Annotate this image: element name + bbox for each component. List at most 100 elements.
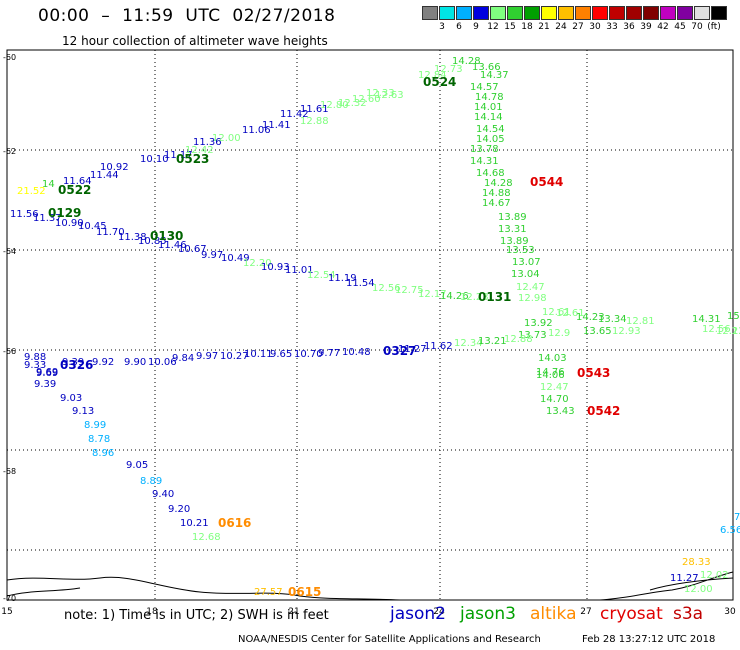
wave-height-value: 12.60 [352, 94, 381, 105]
wave-height-value: 11.01 [285, 265, 314, 276]
wave-height-value: 12.93 [612, 326, 641, 337]
wave-height-value: 13.66 [472, 62, 501, 73]
wave-height-value: 13.21 [478, 336, 507, 347]
wave-height-value: 13.04 [511, 269, 540, 280]
track-id-label: 0524 [423, 75, 456, 89]
wave-height-value: 27.57 [254, 587, 283, 598]
wave-height-value: 9.84 [172, 353, 194, 364]
wave-height-value: 9.39 [34, 379, 56, 390]
wave-height-value: 9.69 [36, 368, 58, 379]
wave-height-value: 12.84 [418, 70, 447, 81]
wave-height-value: 14.23 [576, 312, 605, 323]
track-id-label: 0543 [577, 366, 610, 380]
wave-height-value: 15. [727, 311, 740, 322]
wave-height-value: 11.61 [300, 104, 329, 115]
wave-height-value: 12.61 [542, 307, 571, 318]
wave-height-value: 12.61 [556, 308, 585, 319]
x-tick-label: 21 [288, 607, 299, 617]
wave-height-value: 21.52 [17, 186, 46, 197]
wave-height-value: 11.27 [670, 573, 699, 584]
legend-s3a: s3a [673, 604, 704, 624]
y-tick-label: -70 [3, 594, 16, 603]
wave-height-value: 14.88 [482, 188, 511, 199]
wave-height-value: 12.54 [307, 270, 336, 281]
wave-height-value: 11.62 [424, 341, 453, 352]
footer-credit: NOAA/NESDIS Center for Satellite Applica… [238, 634, 541, 645]
x-tick-label: 18 [146, 607, 158, 617]
wave-height-value: 9.92 [92, 357, 114, 368]
wave-height-value: 14.28 [452, 56, 481, 67]
legend-jason3: jason3 [460, 604, 516, 624]
wave-height-value: 13.43 [546, 406, 575, 417]
wave-height-value: 8.99 [84, 420, 106, 431]
wave-height-value: 13.92 [524, 318, 553, 329]
wave-height-value: 14.06 [536, 370, 565, 381]
wave-height-value: 13.34 [598, 314, 627, 325]
wave-height-value: 10.92 [100, 162, 129, 173]
wave-height-value: 8.78 [88, 434, 110, 445]
wave-height-value: 9.03 [60, 393, 82, 404]
color-scale-label: 36 [623, 22, 635, 32]
wave-height-value: 14.37 [480, 70, 509, 81]
map-frame [6, 49, 734, 601]
color-scale-label: 21 [538, 22, 550, 32]
color-scale-label: 70 [691, 22, 703, 32]
y-tick-label: -64 [3, 247, 16, 256]
legend-altika: altika [530, 604, 577, 624]
color-scale-label: 3 [439, 22, 445, 32]
legend-cryosat: cryosat [600, 604, 663, 624]
wave-height-value: 14.70 [540, 394, 569, 405]
wave-height-value: 11.46 [158, 240, 187, 251]
wave-height-value: 13.31 [498, 224, 527, 235]
footer-timestamp: Feb 28 13:27:12 UTC 2018 [582, 634, 716, 645]
wave-height-value: 11.37 [33, 213, 62, 224]
wave-height-value: 14.76 [536, 367, 565, 378]
y-tick-label: -68 [3, 467, 16, 476]
color-swatch [609, 6, 625, 20]
color-swatch [439, 6, 455, 20]
wave-height-value: 13.53 [506, 245, 535, 256]
color-scale-label: 45 [674, 22, 686, 32]
wave-height-value: 12.88 [300, 116, 329, 127]
map-subtitle: 12 hour collection of altimeter wave hei… [62, 34, 328, 48]
color-scale-label: 30 [589, 22, 601, 32]
color-swatch [473, 6, 489, 20]
wave-height-value: 9.90 [124, 357, 146, 368]
wave-height-value: 11.27 [398, 344, 427, 355]
wave-height-value: 11.17 [164, 150, 193, 161]
wave-height-value: 10.11 [244, 349, 273, 360]
wave-height-value: 9.33 [24, 360, 46, 371]
wave-height-value: 9.40 [152, 489, 174, 500]
wave-height-value: 28.33 [682, 557, 711, 568]
wave-height-value: 11.38 [118, 232, 147, 243]
wave-height-value: 12.2 [732, 326, 740, 337]
wave-height-value: 6.56 [720, 525, 740, 536]
color-scale-label: 15 [504, 22, 516, 32]
wave-height-value: 12.47 [540, 382, 569, 393]
wave-height-value: 12.33 [366, 88, 395, 99]
wave-height-value: 12.23 [460, 292, 489, 303]
wave-height-value: 14.67 [482, 198, 511, 209]
wave-height-value: 13.73 [518, 330, 547, 341]
wave-height-value: 14.14 [474, 112, 503, 123]
wave-height-value: 14 [42, 179, 55, 190]
wave-height-value: 12.80 [320, 100, 349, 111]
x-tick-label: 15 [1, 607, 12, 617]
wave-height-value: 12.02 [700, 570, 729, 581]
wave-height-value: 12.98 [518, 293, 547, 304]
wave-height-value: 9.05 [126, 460, 148, 471]
color-swatch [694, 6, 710, 20]
wave-height-value: 12.47 [516, 282, 545, 293]
color-scale-unit: (ft) [707, 22, 721, 32]
legend-jason2: jason2 [390, 604, 446, 624]
wave-height-value: 10.21 [180, 518, 209, 529]
color-scale-label: 24 [555, 22, 567, 32]
wave-height-value: 11.36 [193, 137, 222, 148]
color-swatch [643, 6, 659, 20]
wave-height-value: 10.27 [220, 351, 249, 362]
wave-height-value: 14.03 [538, 353, 567, 364]
wave-height-value: 11.06 [242, 125, 271, 136]
wave-height-value: 9.65 [270, 349, 292, 360]
wave-height-value: 12.88 [504, 334, 533, 345]
color-swatch [541, 6, 557, 20]
